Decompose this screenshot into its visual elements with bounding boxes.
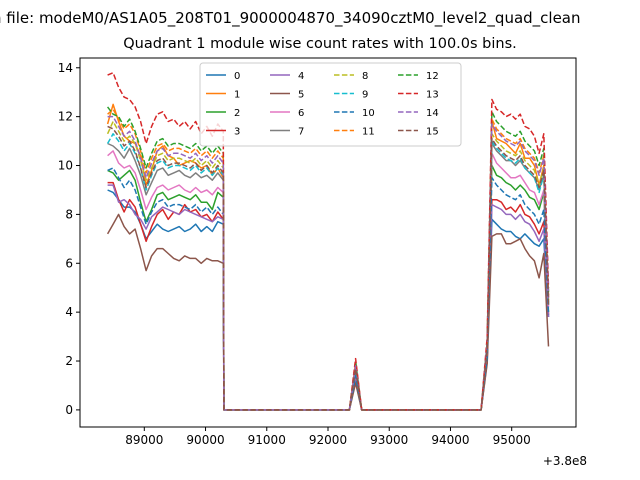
legend-label-8: 8 xyxy=(362,71,368,82)
legend-label-5: 5 xyxy=(298,90,304,101)
legend-label-14: 14 xyxy=(426,108,439,119)
series-group xyxy=(106,71,550,411)
legend-label-13: 13 xyxy=(426,90,439,101)
series-line-10 xyxy=(107,167,550,411)
y-tick-label: 8 xyxy=(65,207,73,221)
y-tick-label: 12 xyxy=(58,110,73,124)
x-tick-label: 95000 xyxy=(493,433,531,447)
legend-label-12: 12 xyxy=(426,71,439,82)
series-line-0 xyxy=(107,189,550,411)
figure-suptitle: n file: modeM0/AS1A05_208T01_9000004870_… xyxy=(0,9,581,27)
series-line-4 xyxy=(107,184,550,411)
x-tick-label: 94000 xyxy=(431,433,469,447)
legend-label-0: 0 xyxy=(234,71,240,82)
series-line-12 xyxy=(107,106,550,411)
series-line-5 xyxy=(106,213,550,411)
legend-box xyxy=(199,62,462,147)
x-tick-label: 90000 xyxy=(186,433,224,447)
legend-label-4: 4 xyxy=(298,71,304,82)
chart-title: Quadrant 1 module wise count rates with … xyxy=(123,36,517,52)
series-line-15 xyxy=(107,125,550,411)
legend-label-9: 9 xyxy=(362,90,368,101)
legend-label-15: 15 xyxy=(426,127,439,138)
series-line-11 xyxy=(107,108,550,411)
y-tick-label: 10 xyxy=(58,159,73,173)
series-line-8 xyxy=(106,120,550,411)
x-tick-label: 89000 xyxy=(125,433,163,447)
y-tick-label: 4 xyxy=(65,305,73,319)
legend-label-6: 6 xyxy=(298,108,304,119)
legend-label-3: 3 xyxy=(234,127,240,138)
x-axis: 89000 90000 91000 92000 93000 94000 95000 xyxy=(125,427,531,447)
series-line-7 xyxy=(107,142,550,411)
y-tick-label: 6 xyxy=(65,256,73,270)
y-tick-label: 14 xyxy=(58,61,73,75)
y-tick-label: 0 xyxy=(65,403,73,417)
x-tick-label: 93000 xyxy=(370,433,408,447)
x-tick-label: 91000 xyxy=(248,433,286,447)
series-line-9 xyxy=(106,133,550,411)
x-tick-label: 92000 xyxy=(309,433,347,447)
legend-label-1: 1 xyxy=(234,90,240,101)
legend-label-2: 2 xyxy=(234,108,240,119)
series-line-1 xyxy=(106,103,550,411)
legend-label-7: 7 xyxy=(298,127,304,138)
legend-label-10: 10 xyxy=(362,108,375,119)
y-axis: 0 2 4 6 8 10 12 14 xyxy=(58,61,80,417)
series-line-6 xyxy=(107,150,550,411)
series-line-2 xyxy=(107,164,550,411)
series-line-3 xyxy=(107,181,550,411)
y-tick-label: 2 xyxy=(65,354,73,368)
x-offset-label: +3.8e8 xyxy=(543,454,587,468)
series-line-14 xyxy=(107,115,550,411)
legend-label-11: 11 xyxy=(362,127,375,138)
